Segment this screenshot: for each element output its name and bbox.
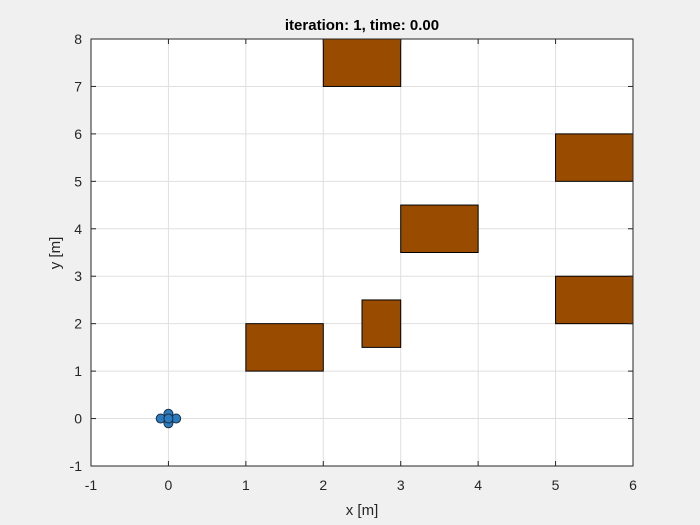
obstacle xyxy=(322,38,402,87)
obstacle xyxy=(245,323,324,372)
y-tick-label: 5 xyxy=(74,173,82,189)
obstacle xyxy=(400,204,479,253)
y-axis-label: y [m] xyxy=(47,237,64,270)
x-axis-label: x [m] xyxy=(346,502,379,519)
obstacle xyxy=(361,299,402,348)
obstacle xyxy=(555,275,634,325)
x-tick-label: 2 xyxy=(319,477,327,493)
y-tick-label: 8 xyxy=(74,31,82,47)
y-tick-label: 3 xyxy=(74,268,82,284)
y-tick-label: 0 xyxy=(74,411,82,427)
chart-title: iteration: 1, time: 0.00 xyxy=(285,17,439,34)
obstacles xyxy=(245,38,634,372)
y-tick-label: 7 xyxy=(74,78,82,94)
y-tick-label: 4 xyxy=(74,221,82,237)
x-tick-label: 4 xyxy=(474,477,482,493)
x-tick-label: 6 xyxy=(629,477,637,493)
obstacle xyxy=(555,133,634,182)
y-tick-label: 2 xyxy=(74,316,82,332)
x-tick-label: 5 xyxy=(552,477,560,493)
agent-marker xyxy=(163,413,174,424)
y-tick-label: -1 xyxy=(70,458,83,474)
x-tick-label: -1 xyxy=(85,477,98,493)
x-ticks: -1 0 1 2 3 4 5 6 xyxy=(85,39,637,493)
agents xyxy=(155,408,182,429)
x-tick-label: 1 xyxy=(242,477,250,493)
plot-area xyxy=(91,39,633,466)
y-tick-label: 6 xyxy=(74,126,82,142)
y-ticks: -1 0 1 2 3 4 5 6 7 8 xyxy=(70,31,633,474)
y-tick-label: 1 xyxy=(74,363,82,379)
axes-box xyxy=(90,38,634,467)
x-tick-label: 3 xyxy=(397,477,405,493)
x-tick-label: 0 xyxy=(165,477,173,493)
